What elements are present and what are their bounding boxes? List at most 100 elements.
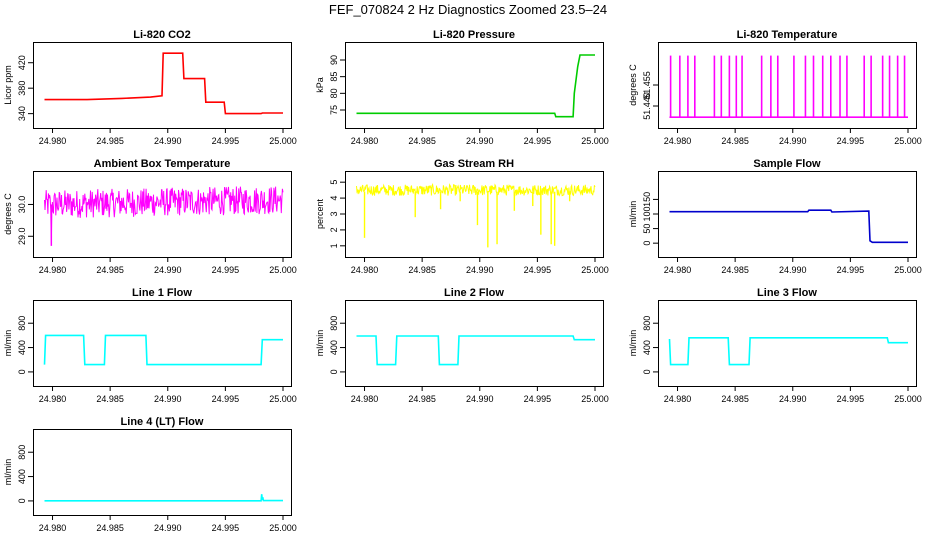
y-tick-label: 800 <box>17 316 27 331</box>
series-line-sample-flow <box>669 209 908 244</box>
x-tick-label: 25.000 <box>894 136 922 146</box>
y-axis-label: ml/min <box>3 459 13 486</box>
x-tick-label: 24.980 <box>39 136 67 146</box>
y-axis-label: degrees C <box>3 193 13 235</box>
chart-title: Line 1 Flow <box>132 287 192 299</box>
x-tick-label: 25.000 <box>894 265 922 275</box>
x-tick-label: 24.995 <box>212 136 240 146</box>
y-axis-label: degrees C <box>628 64 638 106</box>
y-tick-label: 400 <box>17 340 27 355</box>
x-tick-label: 24.995 <box>524 394 552 404</box>
chart-title: Line 2 Flow <box>444 287 504 299</box>
chart-title: Ambient Box Temperature <box>94 158 231 170</box>
x-tick-label: 24.980 <box>664 265 692 275</box>
x-tick-label: 24.990 <box>779 136 807 146</box>
chart-title: Li-820 Pressure <box>433 29 515 41</box>
y-tick-label: 340 <box>17 106 27 121</box>
y-axis-label: percent <box>315 198 325 229</box>
plot-frame <box>345 42 604 129</box>
y-tick-label: 29.0 <box>17 228 27 246</box>
x-tick-label: 24.980 <box>664 394 692 404</box>
x-tick-label: 24.995 <box>212 265 240 275</box>
plot-frame <box>33 429 292 516</box>
x-tick-label: 24.985 <box>721 265 749 275</box>
x-tick-label: 25.000 <box>269 523 297 533</box>
x-tick-label: 24.985 <box>96 394 124 404</box>
y-tick-label: 420 <box>17 55 27 70</box>
x-tick-label: 24.985 <box>96 136 124 146</box>
x-tick-label: 25.000 <box>581 394 609 404</box>
y-tick-label: 75 <box>329 105 339 115</box>
y-tick-label: 5 <box>329 180 339 185</box>
x-tick-label: 24.980 <box>39 523 67 533</box>
y-axis-label: kPa <box>315 77 325 93</box>
chart-title: Li-820 Temperature <box>737 29 838 41</box>
x-tick-label: 24.985 <box>408 136 436 146</box>
x-tick-label: 24.995 <box>212 523 240 533</box>
page-title: FEF_070824 2 Hz Diagnostics Zoomed 23.5–… <box>328 2 608 17</box>
x-tick-label: 25.000 <box>269 394 297 404</box>
y-tick-label: 51.440 <box>642 92 652 120</box>
y-tick-label: 51.455 <box>642 71 652 99</box>
y-tick-label: 3 <box>329 211 339 216</box>
y-axis-label: ml/min <box>628 330 638 357</box>
y-tick-label: 400 <box>17 469 27 484</box>
y-tick-label: 800 <box>329 316 339 331</box>
x-tick-label: 24.990 <box>154 523 182 533</box>
x-tick-label: 24.995 <box>837 136 865 146</box>
series-line-line-1 <box>43 334 283 366</box>
x-tick-label: 24.980 <box>39 265 67 275</box>
y-tick-label: 4 <box>329 196 339 201</box>
y-axis-label: Licor ppm <box>3 65 13 105</box>
chart-title: Gas Stream RH <box>434 158 514 170</box>
x-tick-label: 24.985 <box>96 265 124 275</box>
x-tick-label: 24.980 <box>351 265 379 275</box>
y-tick-label: 380 <box>17 81 27 96</box>
x-tick-label: 24.985 <box>96 523 124 533</box>
x-tick-label: 24.995 <box>524 265 552 275</box>
x-tick-label: 24.990 <box>466 265 494 275</box>
y-tick-label: 0 <box>642 369 652 374</box>
x-tick-label: 24.990 <box>779 394 807 404</box>
chart-title: Sample Flow <box>753 158 821 170</box>
x-tick-label: 24.995 <box>524 136 552 146</box>
x-tick-label: 25.000 <box>269 136 297 146</box>
plot-frame <box>33 171 292 258</box>
x-tick-label: 24.995 <box>212 394 240 404</box>
plot-frame <box>33 42 292 129</box>
x-tick-label: 25.000 <box>581 265 609 275</box>
y-tick-label: 100 <box>642 206 652 221</box>
y-tick-label: 800 <box>17 445 27 460</box>
x-tick-label: 24.990 <box>779 265 807 275</box>
x-tick-label: 24.980 <box>664 136 692 146</box>
x-tick-label: 24.990 <box>466 136 494 146</box>
x-tick-label: 24.995 <box>837 265 865 275</box>
y-tick-label: 400 <box>642 340 652 355</box>
x-tick-label: 24.990 <box>154 136 182 146</box>
noisy-series <box>44 186 284 246</box>
x-tick-label: 24.985 <box>721 394 749 404</box>
x-tick-label: 24.985 <box>721 136 749 146</box>
y-tick-label: 0 <box>642 241 652 246</box>
y-axis-label: ml/min <box>3 330 13 357</box>
x-tick-label: 25.000 <box>581 136 609 146</box>
y-tick-label: 0 <box>17 369 27 374</box>
plot-frame <box>658 42 917 129</box>
series-line-line-2 <box>356 335 595 366</box>
x-tick-label: 25.000 <box>269 265 297 275</box>
y-tick-label: 30.0 <box>17 196 27 214</box>
series-line-pressure <box>356 54 595 118</box>
x-tick-label: 24.990 <box>466 394 494 404</box>
chart-title: Line 4 (LT) Flow <box>121 416 204 428</box>
plot-frame <box>345 300 604 387</box>
series-line-line-3 <box>668 336 908 366</box>
y-tick-label: 90 <box>329 55 339 65</box>
y-tick-label: 80 <box>329 88 339 98</box>
y-axis-label: ml/min <box>315 330 325 357</box>
